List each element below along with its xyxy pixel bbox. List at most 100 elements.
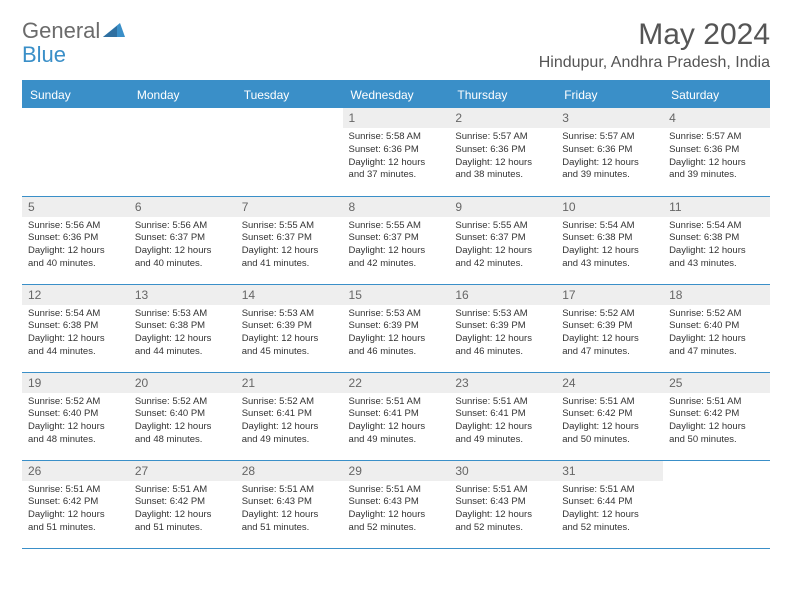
calendar-body: 1Sunrise: 5:58 AMSunset: 6:36 PMDaylight… <box>22 108 770 548</box>
day-content: Sunrise: 5:55 AMSunset: 6:37 PMDaylight:… <box>449 217 556 274</box>
day-content: Sunrise: 5:51 AMSunset: 6:42 PMDaylight:… <box>129 481 236 538</box>
day-header: Saturday <box>663 81 770 108</box>
day-content: Sunrise: 5:52 AMSunset: 6:41 PMDaylight:… <box>236 393 343 450</box>
calendar-week-row: 19Sunrise: 5:52 AMSunset: 6:40 PMDayligh… <box>22 372 770 460</box>
day-content: Sunrise: 5:57 AMSunset: 6:36 PMDaylight:… <box>556 128 663 185</box>
calendar-cell: 6Sunrise: 5:56 AMSunset: 6:37 PMDaylight… <box>129 196 236 284</box>
day-content: Sunrise: 5:51 AMSunset: 6:41 PMDaylight:… <box>449 393 556 450</box>
day-number: 7 <box>236 197 343 217</box>
calendar-cell: 17Sunrise: 5:52 AMSunset: 6:39 PMDayligh… <box>556 284 663 372</box>
calendar-cell: 9Sunrise: 5:55 AMSunset: 6:37 PMDaylight… <box>449 196 556 284</box>
calendar-cell: 14Sunrise: 5:53 AMSunset: 6:39 PMDayligh… <box>236 284 343 372</box>
day-number: 3 <box>556 108 663 128</box>
calendar-cell: 12Sunrise: 5:54 AMSunset: 6:38 PMDayligh… <box>22 284 129 372</box>
calendar-cell: 21Sunrise: 5:52 AMSunset: 6:41 PMDayligh… <box>236 372 343 460</box>
day-content: Sunrise: 5:51 AMSunset: 6:43 PMDaylight:… <box>343 481 450 538</box>
day-content: Sunrise: 5:54 AMSunset: 6:38 PMDaylight:… <box>663 217 770 274</box>
calendar-cell <box>663 460 770 548</box>
day-header: Sunday <box>22 81 129 108</box>
day-content: Sunrise: 5:52 AMSunset: 6:40 PMDaylight:… <box>22 393 129 450</box>
calendar-cell: 19Sunrise: 5:52 AMSunset: 6:40 PMDayligh… <box>22 372 129 460</box>
logo-text-general: General <box>22 18 100 44</box>
day-content: Sunrise: 5:51 AMSunset: 6:42 PMDaylight:… <box>556 393 663 450</box>
day-content: Sunrise: 5:54 AMSunset: 6:38 PMDaylight:… <box>22 305 129 362</box>
day-content: Sunrise: 5:52 AMSunset: 6:40 PMDaylight:… <box>129 393 236 450</box>
day-content: Sunrise: 5:52 AMSunset: 6:40 PMDaylight:… <box>663 305 770 362</box>
location: Hindupur, Andhra Pradesh, India <box>539 54 770 72</box>
day-content: Sunrise: 5:55 AMSunset: 6:37 PMDaylight:… <box>343 217 450 274</box>
calendar-cell: 24Sunrise: 5:51 AMSunset: 6:42 PMDayligh… <box>556 372 663 460</box>
logo-sub: Blue <box>22 42 66 68</box>
day-number: 27 <box>129 461 236 481</box>
calendar-week-row: 5Sunrise: 5:56 AMSunset: 6:36 PMDaylight… <box>22 196 770 284</box>
day-number: 23 <box>449 373 556 393</box>
day-number: 31 <box>556 461 663 481</box>
day-header: Wednesday <box>343 81 450 108</box>
day-content: Sunrise: 5:57 AMSunset: 6:36 PMDaylight:… <box>449 128 556 185</box>
day-number: 4 <box>663 108 770 128</box>
day-content: Sunrise: 5:53 AMSunset: 6:38 PMDaylight:… <box>129 305 236 362</box>
calendar-cell: 26Sunrise: 5:51 AMSunset: 6:42 PMDayligh… <box>22 460 129 548</box>
day-content: Sunrise: 5:51 AMSunset: 6:42 PMDaylight:… <box>663 393 770 450</box>
logo-triangle-icon <box>103 21 125 42</box>
calendar-cell <box>22 108 129 196</box>
day-content: Sunrise: 5:56 AMSunset: 6:36 PMDaylight:… <box>22 217 129 274</box>
day-number: 21 <box>236 373 343 393</box>
calendar-head: SundayMondayTuesdayWednesdayThursdayFrid… <box>22 81 770 108</box>
day-content: Sunrise: 5:53 AMSunset: 6:39 PMDaylight:… <box>449 305 556 362</box>
calendar-cell: 18Sunrise: 5:52 AMSunset: 6:40 PMDayligh… <box>663 284 770 372</box>
day-content: Sunrise: 5:51 AMSunset: 6:42 PMDaylight:… <box>22 481 129 538</box>
calendar-week-row: 12Sunrise: 5:54 AMSunset: 6:38 PMDayligh… <box>22 284 770 372</box>
day-content: Sunrise: 5:51 AMSunset: 6:43 PMDaylight:… <box>449 481 556 538</box>
day-number: 19 <box>22 373 129 393</box>
calendar-cell: 27Sunrise: 5:51 AMSunset: 6:42 PMDayligh… <box>129 460 236 548</box>
day-number: 11 <box>663 197 770 217</box>
month-title: May 2024 <box>539 18 770 52</box>
day-content: Sunrise: 5:55 AMSunset: 6:37 PMDaylight:… <box>236 217 343 274</box>
day-number: 13 <box>129 285 236 305</box>
calendar-cell: 25Sunrise: 5:51 AMSunset: 6:42 PMDayligh… <box>663 372 770 460</box>
day-content: Sunrise: 5:56 AMSunset: 6:37 PMDaylight:… <box>129 217 236 274</box>
calendar-week-row: 1Sunrise: 5:58 AMSunset: 6:36 PMDaylight… <box>22 108 770 196</box>
day-number: 18 <box>663 285 770 305</box>
logo-text-blue: Blue <box>22 42 66 67</box>
day-number: 22 <box>343 373 450 393</box>
day-number: 17 <box>556 285 663 305</box>
day-content: Sunrise: 5:51 AMSunset: 6:41 PMDaylight:… <box>343 393 450 450</box>
day-header: Tuesday <box>236 81 343 108</box>
title-block: May 2024 Hindupur, Andhra Pradesh, India <box>539 18 770 72</box>
day-number: 9 <box>449 197 556 217</box>
day-number: 24 <box>556 373 663 393</box>
day-header: Monday <box>129 81 236 108</box>
calendar-cell: 11Sunrise: 5:54 AMSunset: 6:38 PMDayligh… <box>663 196 770 284</box>
day-number: 26 <box>22 461 129 481</box>
day-number: 28 <box>236 461 343 481</box>
day-number: 1 <box>343 108 450 128</box>
calendar-cell: 4Sunrise: 5:57 AMSunset: 6:36 PMDaylight… <box>663 108 770 196</box>
calendar-cell <box>236 108 343 196</box>
day-content: Sunrise: 5:51 AMSunset: 6:44 PMDaylight:… <box>556 481 663 538</box>
header: General May 2024 Hindupur, Andhra Prades… <box>22 18 770 72</box>
calendar-cell <box>129 108 236 196</box>
calendar-table: SundayMondayTuesdayWednesdayThursdayFrid… <box>22 80 770 549</box>
day-number: 30 <box>449 461 556 481</box>
calendar-cell: 5Sunrise: 5:56 AMSunset: 6:36 PMDaylight… <box>22 196 129 284</box>
day-number: 25 <box>663 373 770 393</box>
day-content: Sunrise: 5:53 AMSunset: 6:39 PMDaylight:… <box>236 305 343 362</box>
calendar-cell: 2Sunrise: 5:57 AMSunset: 6:36 PMDaylight… <box>449 108 556 196</box>
day-number: 29 <box>343 461 450 481</box>
day-number: 8 <box>343 197 450 217</box>
day-number: 16 <box>449 285 556 305</box>
calendar-cell: 3Sunrise: 5:57 AMSunset: 6:36 PMDaylight… <box>556 108 663 196</box>
calendar-cell: 7Sunrise: 5:55 AMSunset: 6:37 PMDaylight… <box>236 196 343 284</box>
day-content: Sunrise: 5:57 AMSunset: 6:36 PMDaylight:… <box>663 128 770 185</box>
logo: General <box>22 18 127 44</box>
day-header: Friday <box>556 81 663 108</box>
calendar-cell: 28Sunrise: 5:51 AMSunset: 6:43 PMDayligh… <box>236 460 343 548</box>
calendar-cell: 10Sunrise: 5:54 AMSunset: 6:38 PMDayligh… <box>556 196 663 284</box>
calendar-week-row: 26Sunrise: 5:51 AMSunset: 6:42 PMDayligh… <box>22 460 770 548</box>
day-number: 10 <box>556 197 663 217</box>
calendar-cell: 8Sunrise: 5:55 AMSunset: 6:37 PMDaylight… <box>343 196 450 284</box>
day-number: 15 <box>343 285 450 305</box>
calendar-cell: 29Sunrise: 5:51 AMSunset: 6:43 PMDayligh… <box>343 460 450 548</box>
